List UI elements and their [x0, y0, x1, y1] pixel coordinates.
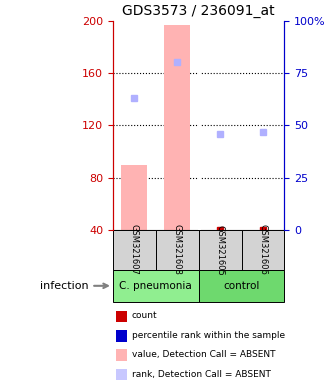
Bar	[116, 349, 127, 361]
Bar	[116, 369, 127, 381]
Text: rank, Detection Call = ABSENT: rank, Detection Call = ABSENT	[132, 370, 271, 379]
Text: count: count	[132, 311, 157, 321]
Text: value, Detection Call = ABSENT: value, Detection Call = ABSENT	[132, 351, 275, 359]
FancyBboxPatch shape	[113, 230, 156, 270]
FancyBboxPatch shape	[199, 270, 284, 302]
Text: GSM321608: GSM321608	[173, 225, 182, 275]
FancyBboxPatch shape	[156, 230, 199, 270]
Text: GSM321605: GSM321605	[215, 225, 225, 275]
Text: GSM321606: GSM321606	[258, 225, 268, 275]
Bar	[116, 311, 127, 322]
FancyBboxPatch shape	[242, 230, 284, 270]
Text: infection: infection	[40, 281, 108, 291]
Bar	[164, 25, 190, 230]
Bar	[116, 330, 127, 342]
Title: GDS3573 / 236091_at: GDS3573 / 236091_at	[122, 4, 275, 18]
Bar	[121, 165, 147, 230]
Text: C. pneumonia: C. pneumonia	[119, 281, 192, 291]
FancyBboxPatch shape	[199, 230, 242, 270]
FancyBboxPatch shape	[113, 270, 199, 302]
Text: control: control	[223, 281, 260, 291]
Text: GSM321607: GSM321607	[130, 225, 139, 275]
Text: percentile rank within the sample: percentile rank within the sample	[132, 331, 285, 340]
